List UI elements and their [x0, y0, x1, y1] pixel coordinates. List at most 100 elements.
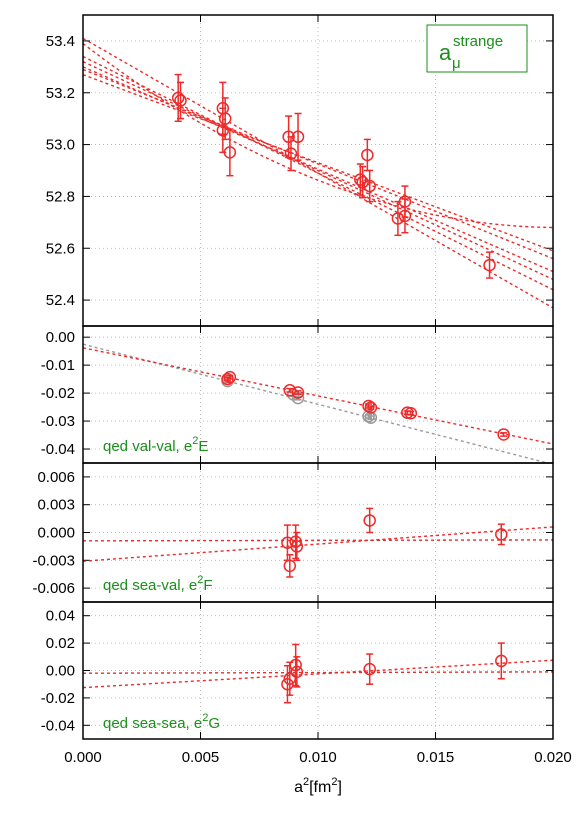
y-tick-label: 53.4 [46, 33, 75, 50]
data-point [291, 130, 305, 144]
y-tick-label: 52.8 [46, 188, 75, 205]
annotation-val-val-sup: 2 [192, 435, 198, 447]
x-axis-title-sup: 2 [303, 776, 309, 788]
y-tick-label: 53.2 [46, 85, 75, 102]
data-point [284, 147, 298, 160]
x-axis-title-open: [fm [309, 779, 331, 796]
annotation-sea-sea: qed sea-sea, e2G [103, 712, 220, 732]
data-point [354, 173, 367, 186]
data-point [216, 124, 230, 137]
marks-sea-sea [83, 602, 553, 739]
y-tick-label: 52.4 [46, 292, 75, 309]
panel-sea-val: 0.006 0.003 0.000 -0.003 -0.006 qed sea-val,… [32, 462, 554, 603]
data-point [171, 91, 185, 105]
data-point [497, 428, 510, 441]
legend-sup: strange [453, 33, 503, 50]
fit-line [83, 659, 553, 689]
x-axis-ticks: 0.000 0.005 0.010 0.015 0.020 [64, 749, 572, 766]
data-point [363, 179, 376, 193]
x-axis-title-base: a [294, 779, 303, 796]
y-tick-label: 0.006 [37, 469, 75, 486]
legend-sub: μ [452, 55, 461, 72]
x-tick-label: 0.020 [534, 749, 572, 766]
x-tick-label: 0.005 [182, 749, 220, 766]
marks-val-val [83, 326, 553, 463]
data-point [361, 148, 374, 162]
y-tick-label: -0.01 [41, 357, 75, 374]
annotation-sea-sea-sup: 2 [202, 712, 208, 724]
annotation-val-val: qed val-val, e2E [103, 435, 208, 455]
annotation-sea-val: qed sea-val, e2F [103, 574, 213, 594]
fit-line [83, 61, 553, 280]
data-point [289, 535, 302, 549]
y-tick-label: 0.04 [46, 608, 75, 625]
x-tick-label: 0.015 [417, 749, 455, 766]
panel-val-val: 0.00 -0.01 -0.02 -0.03 -0.04 qed val-val, e2… [41, 325, 554, 464]
data-point [391, 212, 405, 225]
legend-base: a [439, 40, 452, 65]
annotation-sea-sea-suffix: G [208, 715, 220, 732]
marks-sea-val [83, 463, 553, 602]
y-tick-label: 0.00 [46, 663, 75, 680]
fit-line [83, 68, 553, 260]
data-point [356, 175, 369, 189]
fit-line [83, 347, 553, 445]
data-point [363, 662, 376, 676]
data-point [495, 528, 508, 541]
data-point [223, 146, 237, 159]
y-tick-label: -0.04 [41, 441, 75, 458]
data-point [291, 386, 305, 399]
fit-line [83, 539, 553, 542]
data-point [283, 559, 297, 573]
fit-line [83, 66, 553, 273]
data-point [404, 406, 418, 420]
panel-sea-sea: 0.04 0.02 0.00 -0.02 -0.04 qed sea-sea, e2G [41, 601, 554, 740]
x-axis-title-close: ] [337, 779, 341, 796]
data-point [223, 370, 237, 384]
data-point [495, 654, 508, 668]
legend-label: a [439, 40, 452, 65]
y-tick-label: -0.006 [32, 580, 75, 597]
y-tick-label: -0.04 [41, 717, 75, 734]
annotation-sea-sea-text: qed sea-sea, e [103, 715, 202, 732]
gray-data-point [364, 411, 378, 424]
y-tick-label: 52.6 [46, 240, 75, 257]
annotation-sea-val-text: qed sea-val, e [103, 577, 197, 594]
marks-strange [83, 15, 553, 326]
fit-line [83, 671, 553, 674]
fit-line [83, 37, 553, 309]
data-point [363, 514, 376, 527]
y-tick-label: -0.02 [41, 690, 75, 707]
ytick-labels-sea-val: 0.006 0.003 0.000 -0.003 -0.006 [32, 469, 75, 597]
fit-line [83, 73, 553, 252]
annotation-sea-val-sup: 2 [197, 574, 203, 586]
y-tick-label: 0.02 [46, 635, 75, 652]
y-tick-label: -0.02 [41, 385, 75, 402]
frame-sea-sea [82, 601, 554, 740]
data-point [398, 209, 412, 223]
fit-line [83, 42, 553, 229]
data-point [483, 258, 496, 272]
annotation-sea-val-suffix: F [203, 577, 212, 594]
data-point [364, 401, 378, 414]
data-point [174, 94, 187, 107]
x-axis-title-unit-sup: 2 [331, 776, 337, 788]
x-axis-title: a2[fm2] [294, 776, 342, 796]
data-point [289, 658, 302, 672]
legend-box [426, 24, 528, 73]
y-tick-label: 0.000 [37, 525, 75, 542]
legend-strange: a strange μ [426, 24, 528, 73]
y-tick-label: 0.003 [37, 497, 75, 514]
annotation-val-val-text: qed val-val, e [103, 438, 192, 455]
data-point [281, 677, 294, 691]
ytick-labels-sea-sea: 0.04 0.02 0.00 -0.02 -0.04 [41, 608, 75, 735]
y-tick-label: 53.0 [46, 137, 75, 154]
panel-strange: 52.4 52.6 52.8 53.0 53.2 53.4 a strange μ [46, 14, 554, 327]
data-point [290, 665, 304, 679]
fit-line [83, 526, 553, 562]
x-tick-label: 0.010 [299, 749, 337, 766]
y-tick-label: 0.00 [46, 329, 75, 346]
ytick-labels-val-val: 0.00 -0.01 -0.02 -0.03 -0.04 [41, 329, 75, 458]
ytick-labels-strange: 52.4 52.6 52.8 53.0 53.2 53.4 [46, 33, 75, 309]
